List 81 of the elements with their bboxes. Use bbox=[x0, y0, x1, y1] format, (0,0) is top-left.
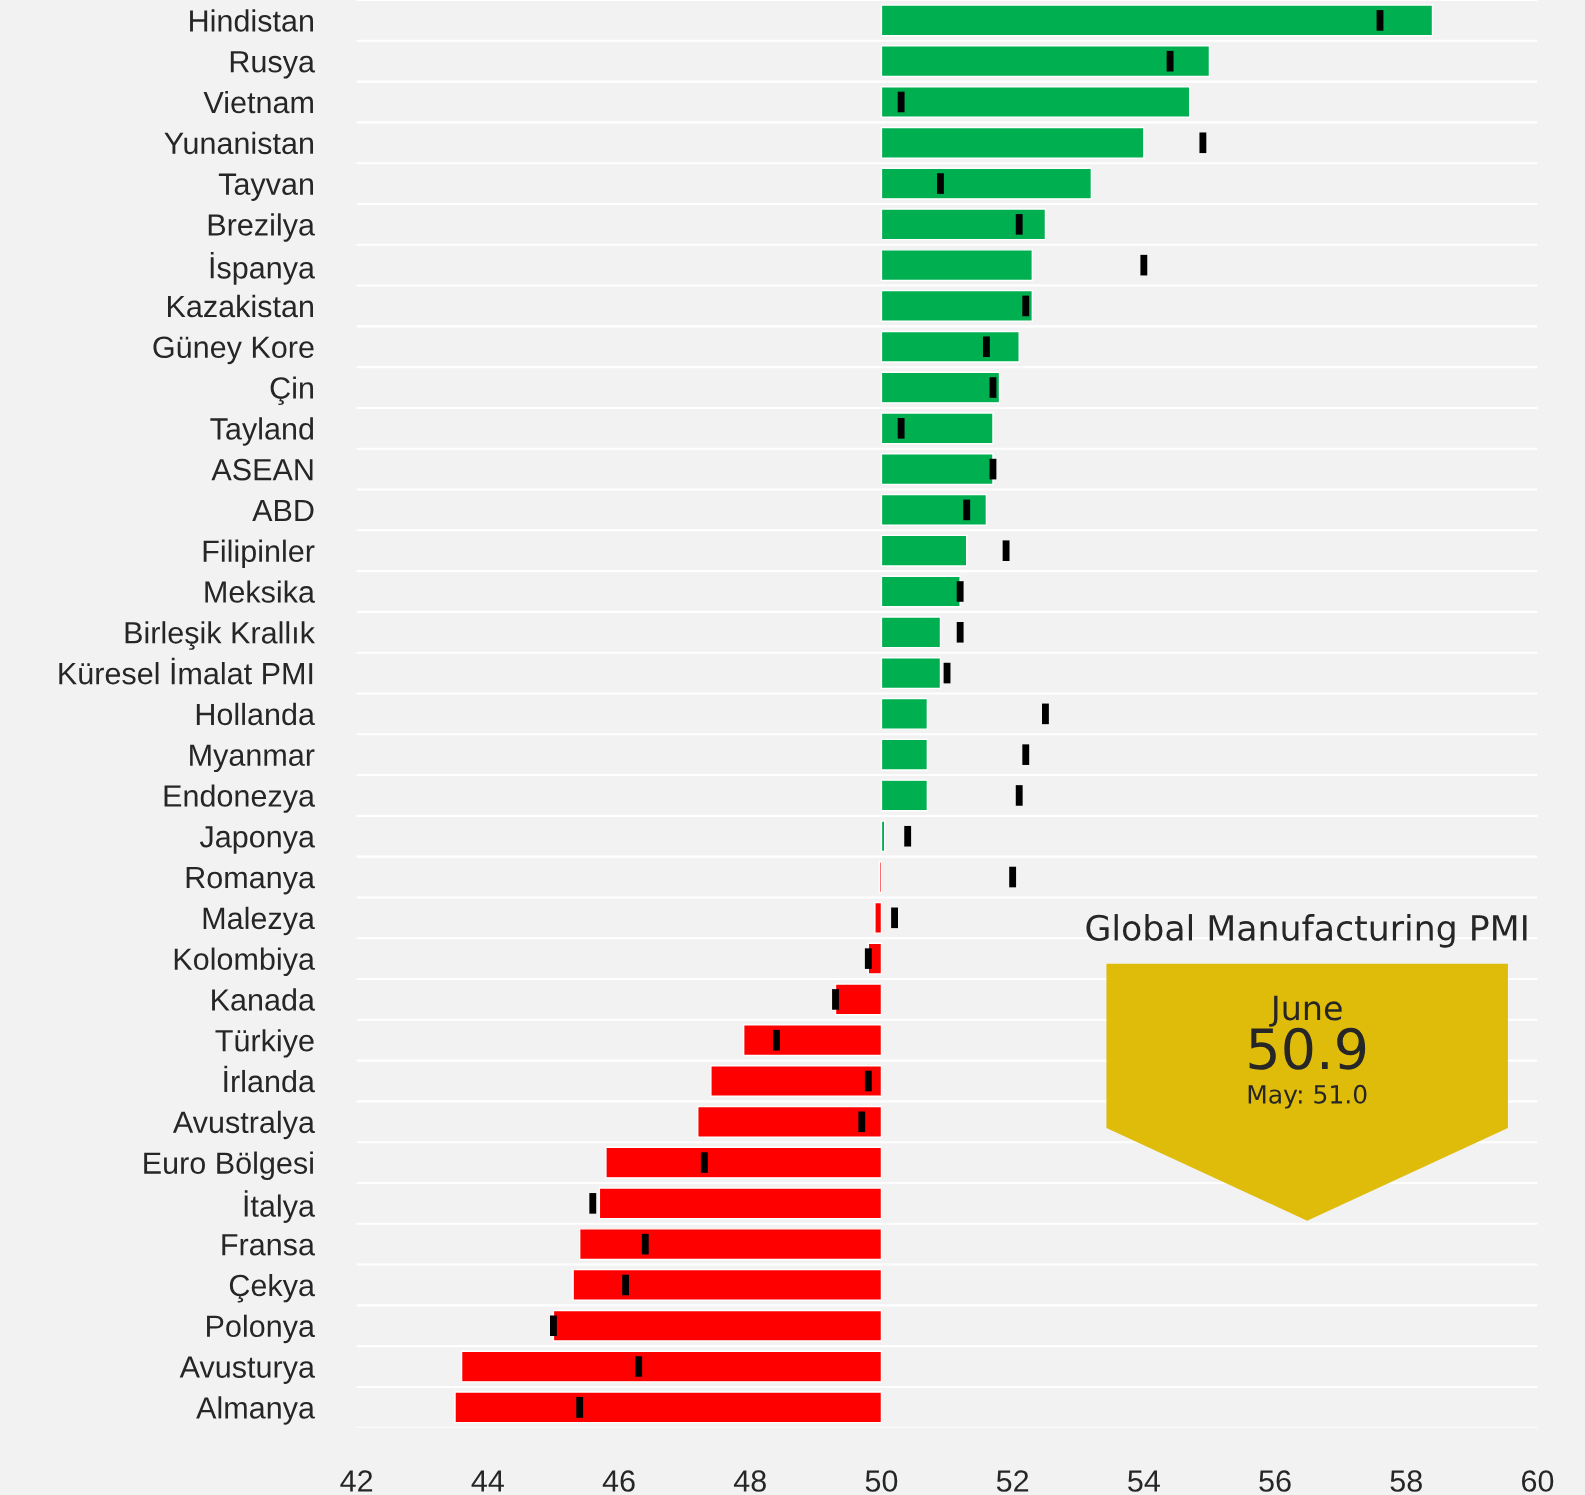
bar bbox=[880, 616, 942, 649]
y-tick-label: Çekya bbox=[229, 1273, 315, 1303]
bar bbox=[880, 289, 1034, 322]
y-tick-label: Çin bbox=[270, 376, 313, 406]
bar bbox=[880, 453, 994, 486]
y-tick-label: Japonya bbox=[199, 826, 315, 854]
x-tick-label: 60 bbox=[1522, 1470, 1554, 1492]
bar bbox=[880, 412, 994, 445]
y-tick-label: İtalya bbox=[244, 1190, 315, 1223]
y-tick-label: Filipinler bbox=[203, 539, 315, 569]
y-tick-label: Avusturya bbox=[179, 1356, 315, 1384]
bar bbox=[880, 85, 1191, 118]
y-tick-label: Türkiye bbox=[215, 1029, 314, 1058]
x-tick-label: 54 bbox=[1128, 1470, 1160, 1492]
annotation: 50.9 bbox=[1249, 1027, 1366, 1070]
y-tick-label: Endonezya bbox=[164, 784, 315, 813]
bar bbox=[710, 1064, 883, 1097]
y-tick-label: Hindistan bbox=[190, 9, 313, 32]
bar bbox=[874, 901, 883, 934]
bar bbox=[742, 1024, 883, 1057]
bar bbox=[880, 45, 1211, 78]
y-tick-label: Kazakistan bbox=[168, 294, 313, 318]
y-tick-label: Euro Bölgesi bbox=[144, 1151, 313, 1180]
y-tick-label: Rusya bbox=[230, 51, 315, 79]
x-tick-label: 56 bbox=[1259, 1470, 1291, 1492]
bar bbox=[880, 371, 1001, 404]
x-tick-label: 46 bbox=[602, 1470, 635, 1492]
y-tick-label: Meksika bbox=[205, 580, 315, 603]
y-tick-label: Malezya bbox=[203, 906, 315, 936]
x-tick-label: 58 bbox=[1390, 1470, 1422, 1492]
bar bbox=[880, 657, 942, 690]
y-tick-label: Kanada bbox=[212, 988, 315, 1011]
y-tick-label: İrlanda bbox=[224, 1065, 315, 1093]
bar bbox=[572, 1268, 883, 1301]
bar bbox=[880, 208, 1047, 241]
y-tick-label: Yunanistan bbox=[164, 131, 313, 155]
bar bbox=[880, 575, 961, 608]
y-tick-label: Almanya bbox=[196, 1396, 315, 1425]
bar bbox=[552, 1309, 883, 1342]
bar bbox=[880, 4, 1434, 37]
bar bbox=[697, 1105, 883, 1138]
x-tick-label: 52 bbox=[996, 1470, 1029, 1492]
bar bbox=[605, 1146, 883, 1179]
y-tick-label: Küresel İmalat PMI bbox=[59, 657, 313, 685]
annotation: May: 51.0 bbox=[1248, 1084, 1367, 1109]
y-tick-label: İspanya bbox=[210, 251, 315, 285]
bar bbox=[834, 983, 883, 1016]
y-tick-label: Brezilya bbox=[208, 213, 315, 242]
y-tick-label: Vietnam bbox=[203, 90, 313, 114]
bar bbox=[880, 779, 929, 812]
x-tick-label: 48 bbox=[733, 1470, 766, 1492]
y-tick-label: Romanya bbox=[186, 867, 315, 895]
y-tick-label: Tayvan bbox=[218, 173, 313, 201]
bar bbox=[598, 1187, 883, 1220]
bar bbox=[460, 1350, 883, 1383]
bar bbox=[880, 738, 929, 771]
y-tick-label: Myanmar bbox=[190, 744, 315, 773]
y-tick-label: Tayland bbox=[210, 417, 313, 446]
x-tick-label: 50 bbox=[865, 1470, 898, 1492]
y-tick-label: Avustralya bbox=[172, 1110, 315, 1140]
x-tick-label: 42 bbox=[340, 1470, 373, 1492]
annotation: June bbox=[1269, 995, 1342, 1027]
y-tick-label: ABD bbox=[252, 499, 314, 521]
y-tick-label: Fransa bbox=[222, 1234, 315, 1256]
bar bbox=[880, 330, 1020, 363]
annotation: Global Manufacturing PMI bbox=[1086, 914, 1527, 948]
y-tick-label: Polonya bbox=[207, 1314, 315, 1344]
y-tick-label: Güney Kore bbox=[153, 336, 314, 365]
bar bbox=[880, 249, 1034, 282]
y-tick-label: Kolombiya bbox=[174, 947, 315, 977]
bar bbox=[880, 534, 968, 567]
bar bbox=[880, 697, 929, 730]
bar bbox=[880, 126, 1145, 159]
bar bbox=[880, 493, 988, 526]
bar bbox=[578, 1228, 883, 1261]
y-tick-label: Birleşik Krallık bbox=[125, 621, 315, 650]
bar bbox=[454, 1391, 883, 1424]
y-tick-label: ASEAN bbox=[211, 458, 313, 481]
bar bbox=[880, 167, 1093, 200]
x-tick-label: 44 bbox=[471, 1470, 504, 1492]
y-tick-label: Hollanda bbox=[196, 702, 315, 726]
